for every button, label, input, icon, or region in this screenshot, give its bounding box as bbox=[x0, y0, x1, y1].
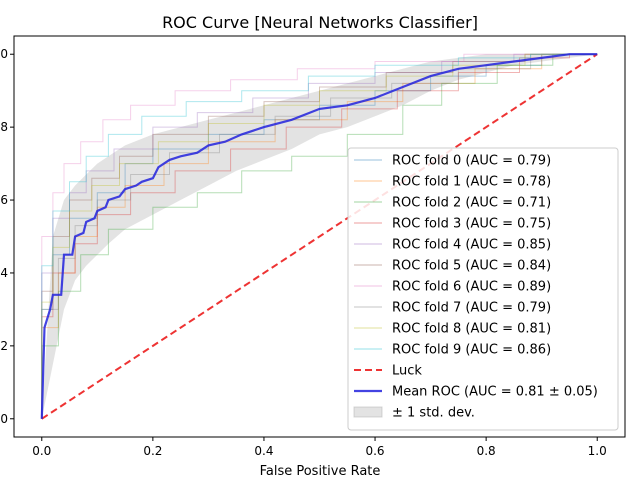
legend-box bbox=[347, 147, 619, 431]
roc-fold-9-line bbox=[41, 53, 598, 419]
legend-label: ROC fold 6 (AUC = 0.89) bbox=[392, 280, 551, 295]
x-axis-label: False Positive Rate bbox=[260, 464, 381, 479]
legend-label: ROC fold 7 (AUC = 0.79) bbox=[392, 301, 551, 316]
y-tick-label: 4 bbox=[0, 266, 8, 280]
std-dev-band bbox=[41, 54, 598, 419]
roc-fold-7-line bbox=[41, 53, 598, 419]
y-tick-label: 2 bbox=[0, 339, 8, 353]
legend-label: ROC fold 9 (AUC = 0.86) bbox=[392, 343, 551, 358]
x-tick-label: 0.2 bbox=[143, 444, 162, 458]
chart-title: ROC Curve [Neural Networks Classifier] bbox=[162, 13, 478, 32]
legend-label: ROC fold 8 (AUC = 0.81) bbox=[392, 322, 551, 337]
legend-label: ± 1 std. dev. bbox=[392, 406, 475, 421]
roc-fold-2-line bbox=[41, 53, 598, 419]
y-tick-label: 8 bbox=[0, 120, 8, 134]
axis-ticks: 0.0 0.2 0.4 0.6 0.8 1.0 0 2 4 6 8 0 bbox=[0, 47, 606, 458]
y-tick-label: 0 bbox=[0, 412, 8, 426]
roc-fold-3-line bbox=[41, 53, 598, 419]
x-tick-label: 1.0 bbox=[588, 444, 607, 458]
legend-label: ROC fold 2 (AUC = 0.71) bbox=[392, 196, 551, 211]
legend-swatch bbox=[353, 406, 383, 418]
x-tick-label: 0.8 bbox=[477, 444, 496, 458]
roc-fold-0-line bbox=[41, 53, 598, 419]
legend-label: Luck bbox=[392, 364, 422, 379]
legend: ROC fold 0 (AUC = 0.79) ROC fold 1 (AUC =… bbox=[347, 147, 619, 431]
roc-fold-5-line bbox=[41, 53, 598, 419]
x-tick-label: 0.0 bbox=[32, 444, 51, 458]
legend-label: Mean ROC (AUC = 0.81 ± 0.05) bbox=[392, 385, 598, 400]
legend-label: ROC fold 0 (AUC = 0.79) bbox=[392, 154, 551, 169]
plot-area bbox=[40, 53, 598, 420]
axes-frame bbox=[13, 35, 626, 438]
y-tick-label: 0 bbox=[0, 47, 8, 61]
x-tick-label: 0.6 bbox=[365, 444, 384, 458]
mean-roc-line bbox=[40, 53, 598, 419]
y-tick-label: 6 bbox=[0, 193, 8, 207]
x-tick-label: 0.4 bbox=[254, 444, 273, 458]
roc-fold-8-line bbox=[41, 53, 598, 419]
legend-label: ROC fold 4 (AUC = 0.85) bbox=[392, 238, 551, 253]
legend-label: ROC fold 5 (AUC = 0.84) bbox=[392, 259, 551, 274]
roc-fold-1-line bbox=[41, 53, 598, 419]
luck-line bbox=[41, 53, 598, 420]
roc-fold-6-line bbox=[41, 53, 598, 419]
legend-label: ROC fold 3 (AUC = 0.75) bbox=[392, 217, 551, 232]
legend-label: ROC fold 1 (AUC = 0.78) bbox=[392, 175, 551, 190]
